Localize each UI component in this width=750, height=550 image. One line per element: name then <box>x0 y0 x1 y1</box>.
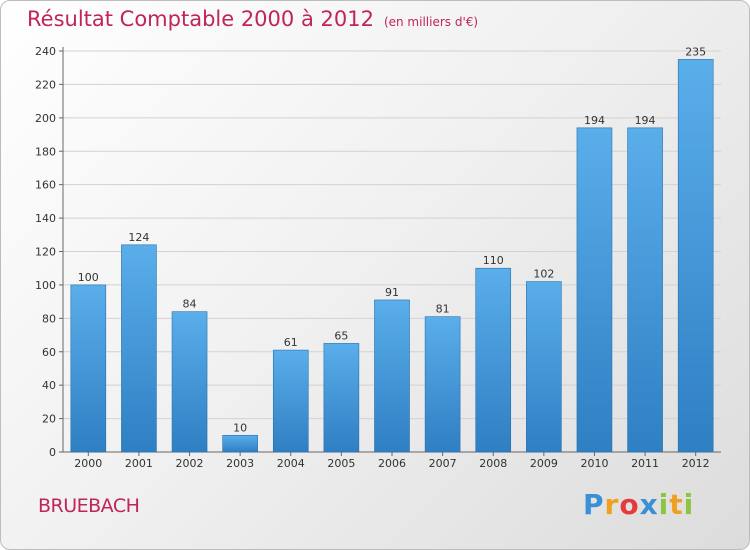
bar <box>475 267 512 453</box>
bar <box>374 299 410 453</box>
logo-letter: P <box>583 488 605 521</box>
y-tick-label: 20 <box>42 413 56 426</box>
data-label: 100 <box>78 271 99 284</box>
bar <box>323 343 360 453</box>
logo-letter: x <box>639 488 659 521</box>
y-tick-label: 40 <box>42 379 56 392</box>
bar <box>121 244 157 453</box>
y-tick-label: 220 <box>35 78 56 91</box>
logo-letter: i <box>683 488 695 521</box>
x-tick-label: 2006 <box>378 457 406 470</box>
logo-letter: t <box>669 488 684 521</box>
y-tick-label: 120 <box>35 246 56 259</box>
x-tick-label: 2000 <box>74 457 102 470</box>
data-label: 84 <box>183 298 197 311</box>
y-tick-label: 0 <box>49 446 56 459</box>
bar <box>677 59 714 453</box>
x-tick-label: 2002 <box>176 457 204 470</box>
data-label: 81 <box>436 303 450 316</box>
x-tick-label: 2003 <box>226 457 254 470</box>
x-tick-label: 2008 <box>479 457 507 470</box>
chart-title: Résultat Comptable 2000 à 2012 <box>27 7 374 31</box>
logo-letter: i <box>658 488 670 521</box>
bar <box>272 349 309 453</box>
data-label: 91 <box>385 286 399 299</box>
data-label: 10 <box>233 421 247 434</box>
bar <box>70 284 107 453</box>
data-label: 110 <box>483 254 504 267</box>
x-tick-label: 2009 <box>530 457 558 470</box>
proxiti-logo[interactable]: Proxiti <box>583 488 694 521</box>
bar <box>526 281 562 453</box>
y-tick-label: 200 <box>35 112 56 125</box>
y-tick-label: 80 <box>42 312 56 325</box>
bar <box>424 316 461 453</box>
x-tick-label: 2007 <box>429 457 457 470</box>
place-name: BRUEBACH <box>38 495 140 517</box>
x-tick-label: 2004 <box>277 457 305 470</box>
data-label: 235 <box>685 45 706 58</box>
y-tick-label: 160 <box>35 179 56 192</box>
data-label: 124 <box>128 231 149 244</box>
chart-subtitle: (en milliers d'€) <box>383 15 479 29</box>
data-label: 102 <box>533 268 554 281</box>
x-tick-label: 2012 <box>682 457 710 470</box>
data-labels: 100 124 84 10 61 65 91 81 110 102 194 194 235 <box>78 45 706 434</box>
data-label: 194 <box>584 114 605 127</box>
y-tick-label: 100 <box>35 279 56 292</box>
bar <box>222 434 258 453</box>
chart-title-block: Résultat Comptable 2000 à 2012 (en millie… <box>27 7 478 31</box>
x-tick-label: 2010 <box>580 457 608 470</box>
y-tick-label: 60 <box>42 346 56 359</box>
x-tick-label: 2001 <box>125 457 153 470</box>
bars <box>70 59 714 453</box>
x-tick-label: 2005 <box>327 457 355 470</box>
logo-letter: r <box>604 488 620 521</box>
data-label: 65 <box>334 329 348 342</box>
data-label: 61 <box>284 336 298 349</box>
bar <box>171 311 208 453</box>
y-tick-label: 140 <box>35 212 56 225</box>
x-tick-label: 2011 <box>631 457 659 470</box>
y-tick-label: 180 <box>35 145 56 158</box>
axes: 0 20 40 60 80 100 120 140 160 180 200 220 240 2000 200… <box>35 45 721 470</box>
logo-letter: o <box>619 488 640 521</box>
bar <box>627 127 663 453</box>
bar <box>576 127 613 453</box>
y-tick-label: 240 <box>35 45 56 58</box>
data-label: 194 <box>635 114 656 127</box>
